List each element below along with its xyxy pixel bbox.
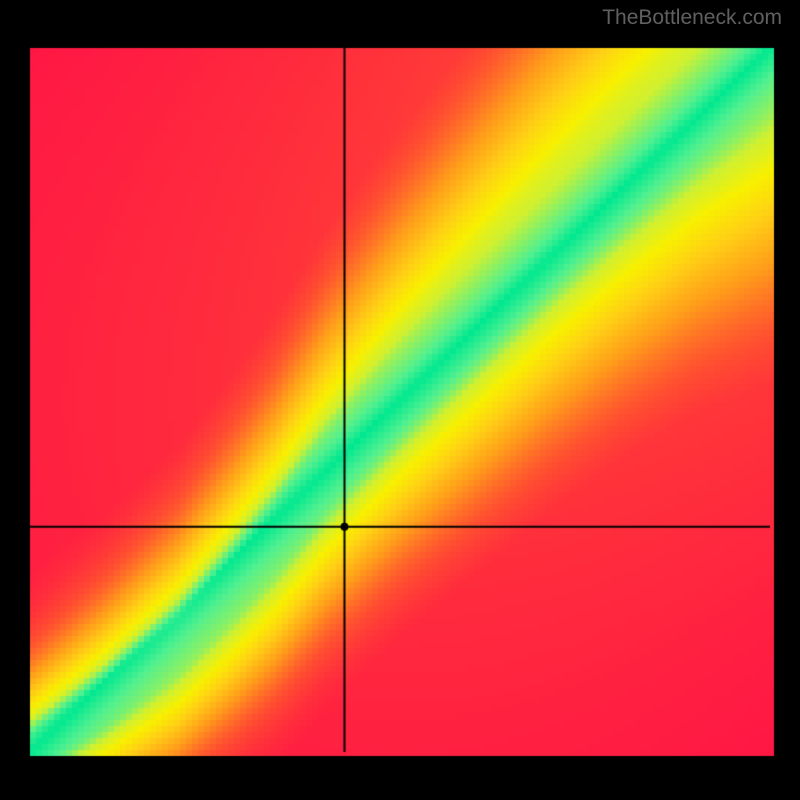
heatmap-canvas bbox=[0, 0, 800, 800]
attribution-text: TheBottleneck.com bbox=[602, 6, 782, 30]
chart-container: TheBottleneck.com bbox=[0, 0, 800, 800]
